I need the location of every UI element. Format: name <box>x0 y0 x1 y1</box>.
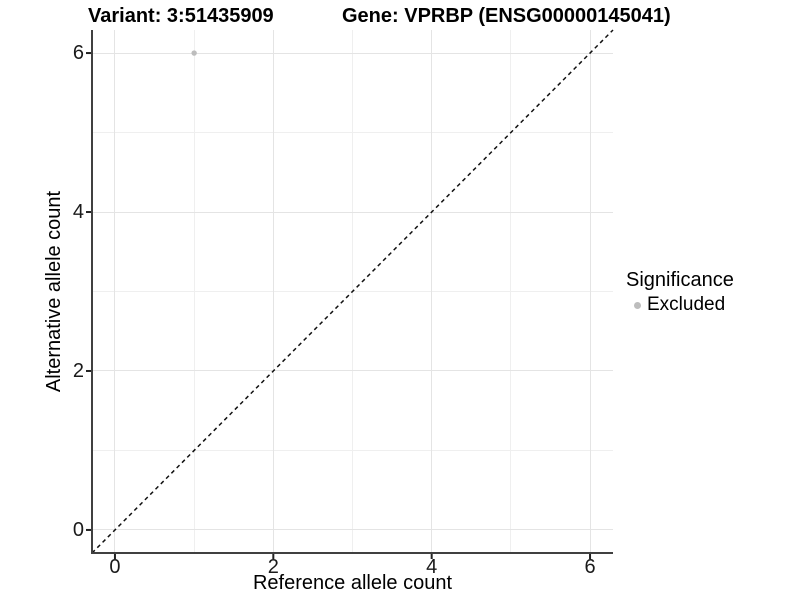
plot-title-variant: Variant: 3:51435909 <box>88 5 274 27</box>
legend: Significance Excluded <box>626 269 796 316</box>
y-tick-label: 2 <box>72 359 84 382</box>
gridline-minor-horizontal <box>92 132 613 134</box>
gridline-minor-vertical <box>510 30 512 553</box>
x-axis-title: Reference allele count <box>252 572 452 594</box>
y-axis-title-text: Alternative allele count <box>43 190 66 393</box>
legend-entry: Excluded <box>626 294 796 316</box>
y-tick-label: 6 <box>72 42 84 65</box>
x-tick-label: 0 <box>109 556 121 578</box>
x-tick-label: 4 <box>426 556 438 578</box>
gridline-major-horizontal <box>92 370 613 372</box>
plot-title-gene: Gene: VPRBP (ENSG00000145041) <box>342 5 671 27</box>
identity-line <box>91 29 614 554</box>
data-point <box>191 50 197 56</box>
gridline-major-horizontal <box>92 529 613 531</box>
panel-svg <box>86 29 614 559</box>
gridline-major-vertical <box>114 30 116 553</box>
y-tick-label: 0 <box>72 518 84 541</box>
legend-point-icon <box>634 301 641 309</box>
y-axis-title: Alternative allele count <box>42 30 68 553</box>
legend-title: Significance <box>626 269 734 291</box>
gridline-major-vertical <box>589 30 591 553</box>
plot-panel <box>86 29 614 559</box>
gridline-major-horizontal <box>92 211 613 213</box>
legend-entries: Excluded <box>626 294 796 316</box>
gridline-major-horizontal <box>92 52 613 54</box>
x-tick-label: 2 <box>267 556 279 578</box>
gridline-major-vertical <box>272 30 274 553</box>
y-tick-label: 4 <box>72 201 84 224</box>
legend-label: Excluded <box>647 294 726 315</box>
gridline-major-vertical <box>431 30 433 553</box>
x-tick-label: 6 <box>584 556 596 578</box>
